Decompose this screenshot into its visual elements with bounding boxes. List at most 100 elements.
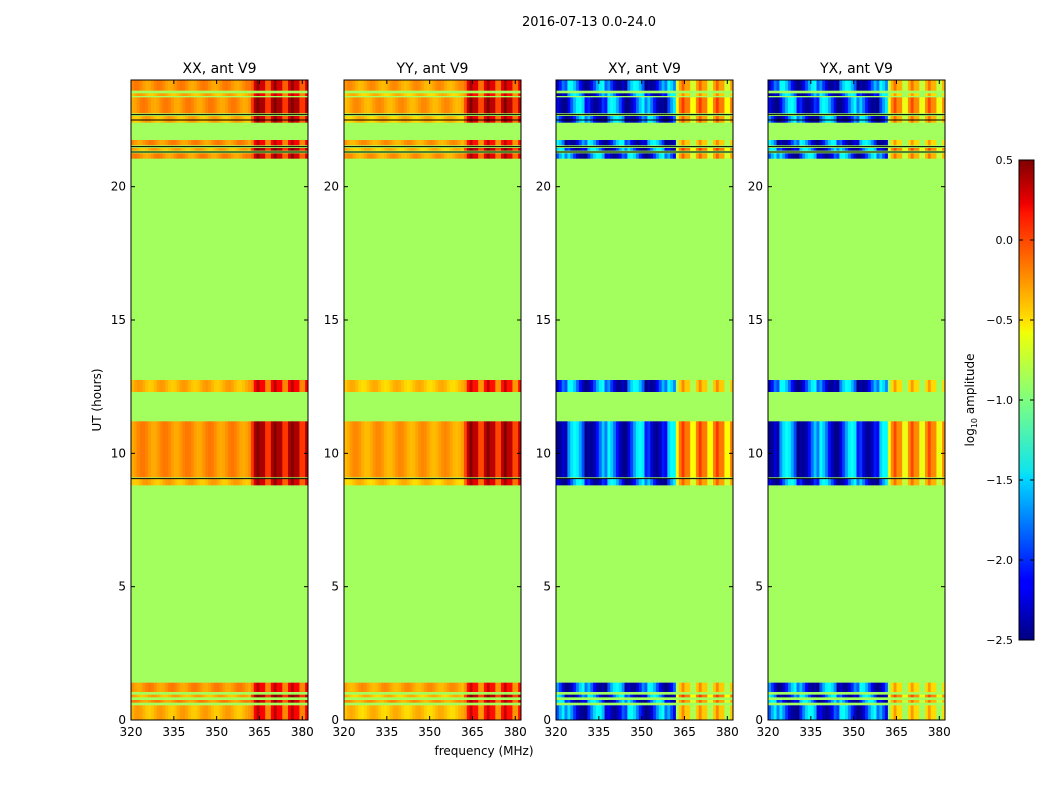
x-tick-label: 365 [885, 725, 908, 739]
heatmap-cell [693, 705, 697, 720]
heatmap-cell [927, 421, 932, 478]
heatmap-cell [655, 116, 660, 123]
heatmap-cell [942, 80, 946, 91]
heatmap-cell [933, 148, 937, 151]
heatmap-cell [403, 140, 408, 146]
heatmap-cell [842, 148, 846, 151]
heatmap-cell [369, 93, 373, 96]
heatmap-cell [398, 700, 402, 703]
heatmap-cell [406, 421, 411, 478]
heatmap-cell [782, 380, 786, 392]
heatmap-cell [392, 700, 396, 703]
heatmap-cell [782, 421, 786, 478]
heatmap-cell [853, 116, 857, 123]
heatmap-cell [842, 705, 846, 720]
heatmap-cell [142, 682, 146, 692]
data-band [131, 116, 309, 123]
heatmap-cell [250, 700, 255, 703]
heatmap-cell [346, 97, 351, 114]
heatmap-cell [776, 116, 780, 123]
heatmap-cell [718, 116, 722, 123]
heatmap-cell [469, 153, 473, 159]
heatmap-cell [248, 421, 252, 478]
panel-background [344, 80, 521, 720]
heatmap-cell [785, 694, 789, 698]
heatmap-cell [478, 93, 482, 96]
heatmap-cell [213, 694, 218, 698]
heatmap-cell [131, 478, 135, 486]
heatmap-cell [670, 97, 674, 114]
heatmap-cell [570, 80, 574, 91]
heatmap-cell [259, 478, 263, 486]
heatmap-cell [398, 140, 402, 146]
heatmap-cell [667, 694, 671, 698]
heatmap-cell [349, 80, 353, 91]
heatmap-cell [401, 700, 405, 703]
heatmap-cell [139, 380, 143, 392]
heatmap-cell [205, 97, 209, 114]
heatmap-cell [142, 97, 146, 114]
heatmap-cell [644, 153, 648, 159]
heatmap-cell [556, 153, 560, 159]
heatmap-cell [730, 705, 734, 720]
heatmap-cell [885, 116, 889, 123]
heatmap-cell [598, 478, 603, 486]
heatmap-cell [782, 700, 786, 703]
heatmap-cell [265, 148, 269, 151]
heatmap-cell [165, 380, 169, 392]
heatmap-cell [658, 153, 663, 159]
heatmap-cell [641, 148, 645, 151]
heatmap-cell [355, 700, 359, 703]
heatmap-cell [853, 153, 857, 159]
heatmap-cell [168, 97, 172, 114]
heatmap-cell [865, 116, 869, 123]
heatmap-cell [290, 682, 295, 692]
heatmap-cell [684, 380, 688, 392]
heatmap-cell [469, 97, 473, 114]
heatmap-cell [779, 478, 783, 486]
heatmap-cell [182, 80, 186, 91]
heatmap-cell [253, 478, 258, 486]
heatmap-cell [578, 93, 583, 96]
heatmap-cell [810, 93, 815, 96]
heatmap-cell [893, 421, 897, 478]
heatmap-cell [847, 694, 852, 698]
heatmap-cell [159, 478, 163, 486]
heatmap-cell [432, 97, 436, 114]
heatmap-cell [361, 694, 365, 698]
heatmap-cell [299, 80, 303, 91]
heatmap-cell [213, 380, 218, 392]
heatmap-cell [715, 705, 720, 720]
heatmap-cell [273, 116, 277, 123]
heatmap-cell [885, 421, 889, 478]
data-band [556, 80, 734, 91]
heatmap-cell [899, 682, 903, 692]
heatmap-cell [615, 153, 620, 159]
heatmap-cell [807, 153, 812, 159]
heatmap-cell [916, 116, 920, 123]
heatmap-cell [369, 700, 373, 703]
heatmap-cell [131, 380, 135, 392]
heatmap-cell [833, 478, 837, 486]
heatmap-cell [621, 148, 625, 151]
heatmap-cell [185, 153, 189, 159]
heatmap-cell [819, 682, 823, 692]
heatmap-cell [564, 694, 568, 698]
heatmap-cell [698, 682, 702, 692]
heatmap-cell [673, 153, 677, 159]
heatmap-cell [724, 705, 728, 720]
heatmap-cell [638, 97, 643, 114]
heatmap-cell [927, 694, 932, 698]
heatmap-cell [162, 705, 166, 720]
heatmap-cell [136, 421, 140, 478]
heatmap-cell [822, 694, 826, 698]
heatmap-cell [885, 80, 889, 91]
heatmap-cell [842, 80, 846, 91]
heatmap-cell [587, 478, 591, 486]
heatmap-cell [859, 478, 863, 486]
heatmap-cell [145, 97, 149, 114]
heatmap-cell [587, 148, 591, 151]
heatmap-cell [346, 80, 351, 91]
heatmap-cell [148, 694, 152, 698]
heatmap-cell [273, 93, 277, 96]
